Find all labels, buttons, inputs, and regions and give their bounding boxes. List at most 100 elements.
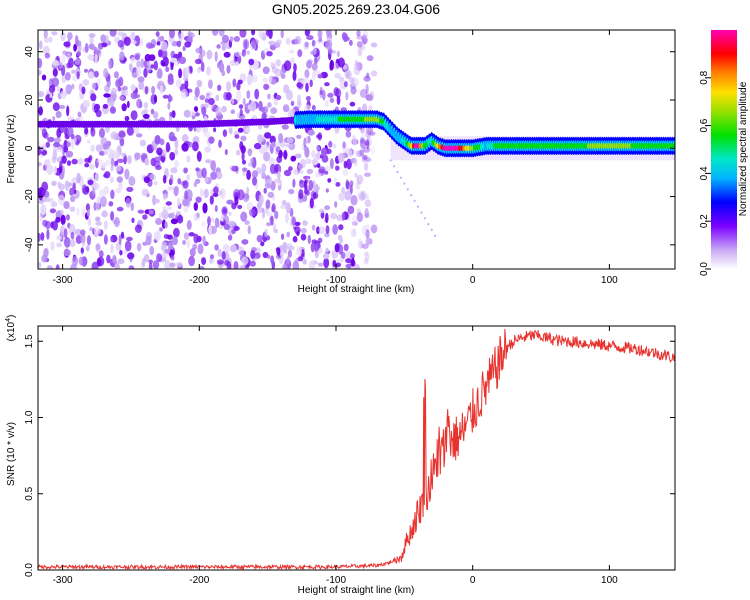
noise-speckle: [51, 31, 58, 36]
noise-speckle: [226, 199, 234, 205]
noise-speckle: [145, 85, 148, 95]
streak-point: [399, 176, 402, 179]
x-tick-label: 0: [470, 275, 476, 286]
noise-speckle: [237, 127, 244, 133]
noise-speckle: [195, 47, 203, 54]
noise-speckle: [139, 219, 143, 227]
noise-speckle: [71, 83, 75, 90]
noise-speckle: [360, 45, 366, 51]
noise-speckle: [52, 220, 58, 231]
noise-speckle: [286, 243, 293, 250]
noise-speckle: [283, 245, 288, 254]
noise-speckle: [285, 202, 291, 214]
noise-speckle: [50, 241, 55, 251]
noise-speckle: [162, 94, 169, 99]
noise-speckle: [208, 224, 213, 236]
noise-speckle: [359, 138, 367, 149]
noise-speckle: [201, 221, 206, 228]
noise-speckle: [327, 178, 332, 183]
noise-speckle: [169, 111, 175, 117]
noise-speckle: [154, 135, 161, 145]
noise-speckle: [182, 198, 190, 207]
y-tick-label: 0: [24, 145, 35, 151]
noise-speckle: [68, 223, 76, 235]
x-tick-label: 100: [601, 275, 618, 286]
noise-speckle: [110, 243, 114, 254]
noise-speckle: [134, 224, 142, 233]
noise-speckle: [265, 30, 272, 37]
noise-speckle: [237, 204, 243, 210]
noise-speckle: [356, 150, 363, 158]
noise-speckle: [117, 31, 125, 37]
noise-speckle: [129, 64, 133, 73]
streak-point: [413, 199, 416, 202]
snr-y-axis-label: SNR (10 * v/v): [6, 422, 17, 486]
noise-speckle: [300, 233, 307, 241]
noise-speckle: [126, 186, 134, 192]
noise-speckle: [217, 249, 222, 257]
noise-speckle: [65, 72, 71, 81]
noise-speckle: [164, 248, 171, 254]
noise-speckle: [166, 206, 173, 211]
noise-speckle: [261, 208, 266, 219]
noise-speckle: [99, 128, 105, 138]
noise-speckle: [47, 136, 55, 143]
noise-speckle: [317, 237, 323, 243]
noise-speckle: [150, 64, 155, 69]
noise-speckle: [324, 165, 332, 172]
colorbar-gradient: [711, 30, 737, 269]
noise-speckle: [221, 105, 227, 113]
noise-speckle: [76, 172, 81, 184]
noise-speckle: [82, 79, 90, 86]
noise-speckle: [369, 131, 376, 136]
noise-speckle: [218, 190, 223, 196]
noise-speckle: [60, 90, 67, 100]
noise-speckle: [126, 100, 130, 109]
noise-speckle: [74, 228, 82, 236]
noise-speckle: [228, 211, 232, 216]
noise-speckle: [95, 109, 102, 118]
noise-speckle: [84, 126, 89, 135]
noise-speckle: [364, 207, 369, 218]
noise-speckle: [115, 188, 122, 194]
noise-speckle: [356, 62, 363, 71]
noise-speckle: [335, 182, 341, 187]
noise-speckle: [213, 127, 217, 133]
noise-speckle: [184, 41, 192, 48]
noise-speckle: [187, 30, 192, 39]
noise-speckle: [210, 254, 215, 260]
noise-speckle: [98, 250, 104, 258]
noise-speckle: [219, 188, 226, 199]
noise-speckle: [128, 176, 136, 186]
noise-speckle: [297, 94, 302, 105]
noise-speckle: [258, 100, 263, 112]
noise-speckle: [215, 171, 223, 180]
noise-speckle: [217, 84, 222, 92]
noise-speckle: [286, 256, 290, 265]
noise-speckle: [241, 151, 245, 162]
noise-speckle: [351, 138, 359, 145]
noise-speckle: [38, 106, 43, 116]
noise-speckle: [52, 59, 59, 66]
noise-speckle: [47, 265, 53, 269]
noise-speckle: [118, 234, 122, 246]
noise-speckle: [362, 103, 368, 113]
noise-speckle: [311, 157, 319, 165]
noise-speckle: [363, 75, 371, 82]
noise-speckle: [180, 30, 184, 40]
noise-speckle: [361, 225, 367, 236]
noise-speckle: [93, 103, 101, 111]
noise-speckle: [231, 165, 239, 172]
noise-speckle: [63, 228, 68, 239]
noise-speckle: [365, 229, 370, 239]
noise-speckle: [109, 106, 116, 114]
noise-speckle: [76, 51, 81, 57]
noise-speckle: [66, 52, 72, 60]
noise-speckle: [85, 203, 90, 212]
colorbar-tick-label: 0.4: [699, 166, 710, 180]
noise-speckle: [130, 92, 138, 100]
noise-speckle: [285, 212, 289, 224]
noise-speckle: [290, 155, 297, 162]
noise-speckle: [232, 78, 237, 88]
noise-speckle: [263, 151, 271, 162]
